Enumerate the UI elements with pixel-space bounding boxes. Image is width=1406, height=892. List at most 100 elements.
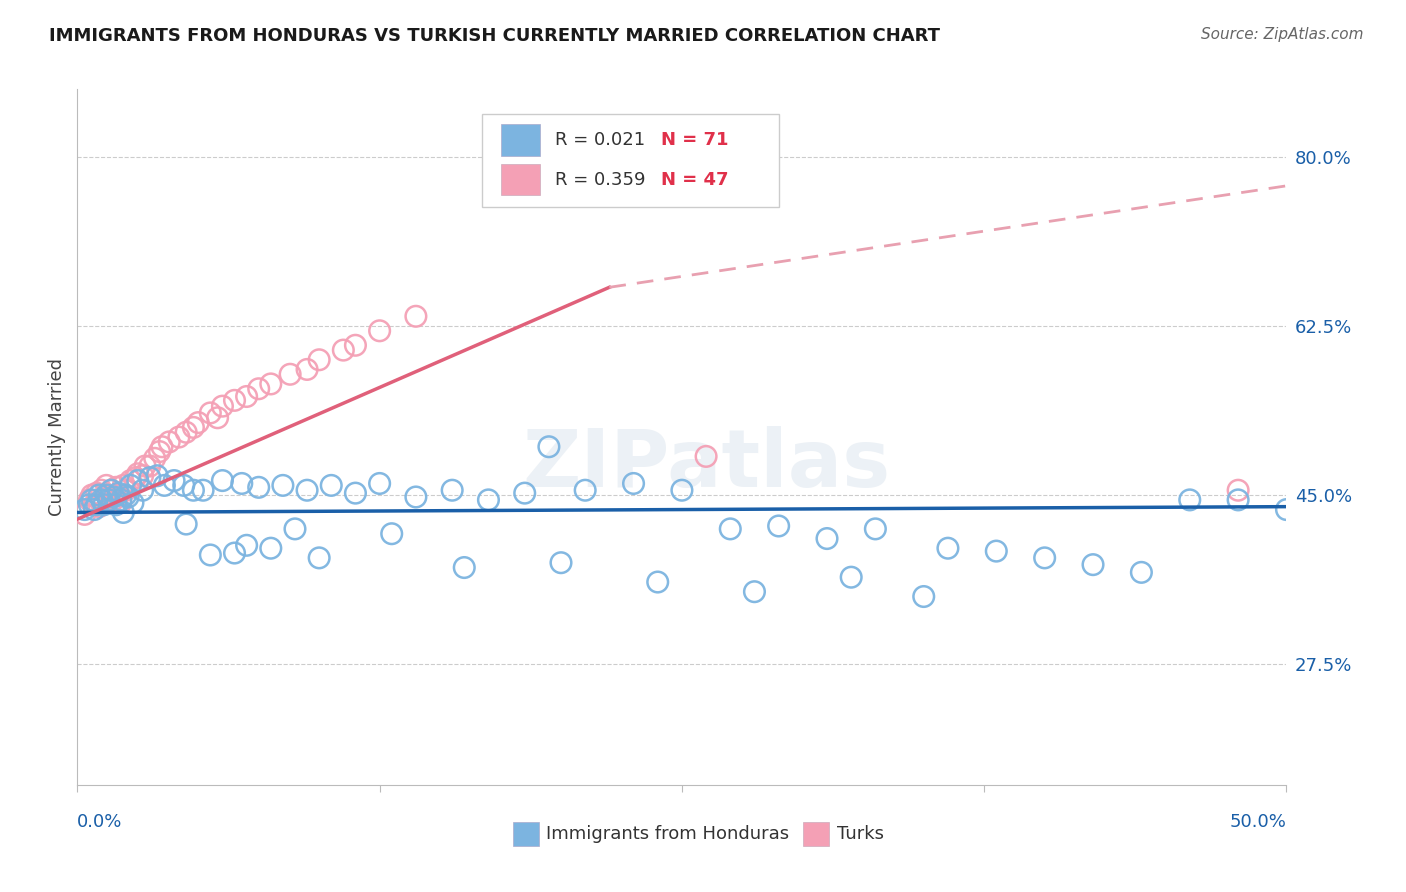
Point: [200, 548, 222, 562]
Point: [1033, 550, 1056, 565]
Point: [124, 470, 146, 484]
Point: [139, 458, 162, 473]
Point: [110, 492, 132, 507]
Point: [112, 478, 135, 492]
Point: [127, 474, 149, 488]
Point: [744, 584, 766, 599]
Point: [174, 516, 197, 531]
Point: [112, 505, 135, 519]
Point: [93, 492, 115, 507]
Point: [120, 474, 142, 488]
Bar: [513, 822, 540, 847]
Point: [912, 590, 935, 604]
Point: [453, 560, 475, 574]
Point: [107, 488, 129, 502]
Point: [117, 490, 139, 504]
Point: [96, 488, 118, 502]
Point: [80, 488, 103, 502]
Point: [153, 478, 176, 492]
Point: [271, 478, 294, 492]
Point: [718, 522, 741, 536]
Point: [80, 492, 103, 507]
Bar: [501, 164, 540, 195]
Point: [308, 352, 330, 367]
Point: [146, 468, 169, 483]
Point: [1227, 483, 1250, 498]
Point: [550, 556, 572, 570]
Point: [83, 498, 105, 512]
Point: [344, 338, 367, 352]
Text: Turks: Turks: [837, 825, 884, 843]
Point: [1178, 492, 1201, 507]
Point: [986, 544, 1008, 558]
Point: [477, 492, 499, 507]
Point: [114, 488, 136, 502]
Point: [173, 478, 195, 492]
Point: [100, 483, 122, 498]
Point: [211, 399, 233, 413]
Point: [321, 478, 343, 492]
Point: [381, 526, 404, 541]
Text: 0.0%: 0.0%: [77, 813, 122, 830]
Point: [224, 546, 246, 560]
Point: [1130, 566, 1153, 580]
Text: Source: ZipAtlas.com: Source: ZipAtlas.com: [1201, 27, 1364, 42]
Point: [211, 474, 233, 488]
Point: [671, 483, 693, 498]
Point: [936, 541, 959, 556]
Point: [105, 480, 128, 494]
Point: [235, 389, 257, 403]
Point: [537, 440, 560, 454]
Text: R = 0.359: R = 0.359: [555, 170, 645, 188]
Point: [139, 470, 162, 484]
Point: [191, 483, 214, 498]
Point: [865, 522, 887, 536]
Point: [815, 532, 838, 546]
Point: [86, 498, 108, 512]
Point: [73, 502, 96, 516]
Point: [247, 480, 270, 494]
Y-axis label: Currently Married: Currently Married: [48, 358, 66, 516]
Point: [295, 483, 318, 498]
Point: [143, 451, 166, 466]
Point: [163, 474, 186, 488]
Point: [174, 425, 197, 440]
Point: [308, 550, 330, 565]
Point: [103, 490, 125, 504]
Point: [187, 416, 209, 430]
Point: [107, 486, 129, 500]
Point: [103, 492, 125, 507]
Bar: [501, 124, 540, 155]
Point: [695, 450, 717, 464]
Point: [73, 508, 96, 522]
Point: [235, 538, 257, 552]
Text: N = 71: N = 71: [661, 131, 728, 149]
Bar: [803, 822, 830, 847]
Point: [97, 492, 120, 507]
Text: 50.0%: 50.0%: [1230, 813, 1286, 830]
Point: [513, 486, 536, 500]
Point: [183, 483, 205, 498]
Point: [93, 498, 115, 512]
Point: [110, 496, 132, 510]
Point: [97, 490, 120, 504]
Point: [90, 483, 112, 498]
Point: [83, 502, 105, 516]
Point: [134, 458, 156, 473]
Point: [100, 483, 122, 498]
Point: [260, 541, 283, 556]
Point: [224, 393, 246, 408]
Point: [260, 376, 283, 391]
Text: Immigrants from Honduras: Immigrants from Honduras: [547, 825, 790, 843]
Point: [87, 488, 110, 502]
Point: [284, 522, 307, 536]
Point: [647, 574, 669, 589]
Point: [368, 324, 391, 338]
Point: [79, 492, 101, 507]
Point: [131, 468, 153, 483]
Point: [295, 362, 318, 376]
Text: N = 47: N = 47: [661, 170, 728, 188]
Text: IMMIGRANTS FROM HONDURAS VS TURKISH CURRENTLY MARRIED CORRELATION CHART: IMMIGRANTS FROM HONDURAS VS TURKISH CURR…: [49, 27, 941, 45]
Point: [96, 478, 118, 492]
Point: [122, 496, 145, 510]
